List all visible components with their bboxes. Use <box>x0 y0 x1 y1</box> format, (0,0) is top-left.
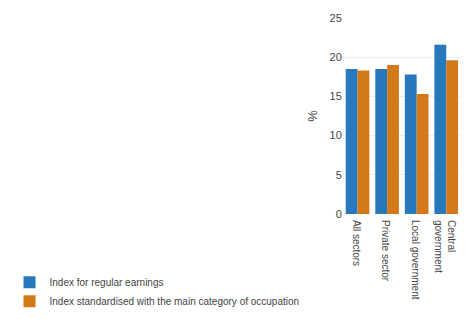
svg-text:All sectors: All sectors <box>351 220 362 266</box>
svg-text:Index standardised with the ma: Index standardised with the main categor… <box>50 296 300 307</box>
svg-text:%: % <box>305 110 320 122</box>
svg-text:Centralgovernment: Centralgovernment <box>433 220 457 273</box>
svg-text:5: 5 <box>336 169 342 181</box>
svg-text:10: 10 <box>330 129 342 141</box>
svg-text:20: 20 <box>330 51 342 63</box>
svg-text:Local government: Local government <box>410 220 421 300</box>
svg-text:Index for regular earnings: Index for regular earnings <box>50 277 164 288</box>
svg-text:25: 25 <box>330 12 342 24</box>
svg-text:0: 0 <box>336 208 342 220</box>
svg-text:Private sector: Private sector <box>380 220 391 282</box>
svg-text:15: 15 <box>330 90 342 102</box>
